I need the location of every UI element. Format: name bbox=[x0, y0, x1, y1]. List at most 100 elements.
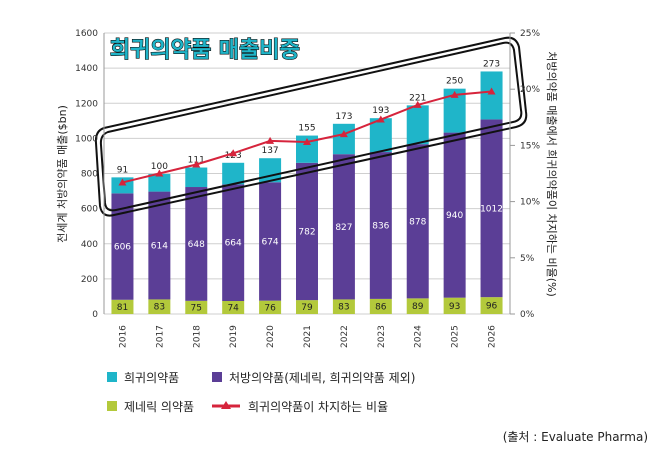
bars: 8160691836141007564811174664123766741377… bbox=[111, 59, 503, 314]
bar-prescription bbox=[369, 152, 392, 299]
bar-value-label: 89 bbox=[412, 302, 424, 312]
bar-generic bbox=[111, 299, 134, 314]
bar-value-label: 100 bbox=[151, 162, 168, 172]
bar-value-label: 91 bbox=[117, 165, 128, 175]
legend-label-prescription: 처방의약품(제네릭, 희귀의약품 제외) bbox=[229, 370, 415, 385]
bar-rare bbox=[369, 118, 392, 153]
bar-value-label: 173 bbox=[335, 112, 352, 122]
ratio-point bbox=[192, 160, 201, 168]
highlight-frame-outer bbox=[94, 36, 528, 217]
ratio-point bbox=[118, 178, 127, 186]
y-right-tick-label: 5% bbox=[520, 254, 535, 264]
x-tick-label: 2022 bbox=[340, 325, 350, 348]
bar-rare bbox=[185, 167, 208, 188]
y-tick-label: 600 bbox=[81, 205, 98, 215]
legend-label-ratio: 희귀의약품이 차지하는 비율 bbox=[248, 399, 388, 414]
bar-value-label: 193 bbox=[372, 106, 389, 116]
y-tick-label: 0 bbox=[92, 310, 98, 320]
x-tick-label: 2017 bbox=[155, 325, 165, 348]
bar-prescription bbox=[332, 154, 355, 300]
bar-rare bbox=[332, 123, 355, 155]
bar-value-label: 221 bbox=[409, 93, 426, 103]
bar-rare bbox=[443, 88, 466, 133]
ratio-line bbox=[118, 87, 496, 186]
y-tick-label: 800 bbox=[81, 170, 98, 180]
bar-value-label: 83 bbox=[154, 303, 165, 313]
y-tick-label: 1400 bbox=[75, 64, 98, 74]
y-axis-title: 전세계 처방의약품 매출($bn) bbox=[55, 105, 69, 243]
x-tick-label: 2019 bbox=[229, 325, 239, 348]
bar-value-label: 86 bbox=[375, 302, 387, 312]
legend-swatch-rare bbox=[107, 372, 117, 382]
bar-value-label: 74 bbox=[227, 304, 239, 314]
bar-rare bbox=[406, 105, 429, 145]
ratio-point bbox=[413, 100, 422, 108]
bar-value-label: 664 bbox=[225, 239, 242, 249]
bar-generic bbox=[406, 298, 429, 314]
x-tick-label: 2025 bbox=[451, 325, 461, 348]
x-tick-label: 2018 bbox=[192, 325, 202, 348]
legend: 희귀의약품 처방의약품(제네릭, 희귀의약품 제외) 제네릭 의약품 희귀의약품… bbox=[107, 370, 415, 414]
bar-prescription bbox=[296, 162, 318, 301]
y-tick-label: 400 bbox=[81, 240, 98, 250]
bar-generic bbox=[332, 299, 355, 314]
y-right-tick-label: 15% bbox=[520, 141, 540, 151]
bar-rare bbox=[222, 162, 245, 185]
bar-rare bbox=[480, 71, 503, 120]
bar-prescription bbox=[148, 191, 171, 300]
bar-prescription bbox=[480, 119, 503, 298]
ratio-point bbox=[303, 138, 311, 146]
legend-label-rare: 희귀의약품 bbox=[124, 370, 179, 385]
ratio-point bbox=[450, 90, 459, 98]
highlight-frame-inner bbox=[99, 41, 523, 212]
chart-title: 희귀의약품 매출비중 bbox=[110, 38, 300, 63]
legend-marker-ratio bbox=[221, 401, 231, 409]
x-tick-label: 2016 bbox=[118, 325, 128, 348]
bar-value-label: 940 bbox=[446, 211, 463, 221]
x-tick-label: 2026 bbox=[488, 325, 498, 348]
bar-value-label: 75 bbox=[191, 303, 202, 313]
bar-generic bbox=[185, 300, 208, 314]
y-right-tick-label: 10% bbox=[520, 198, 540, 208]
bar-generic bbox=[369, 298, 392, 314]
x-axis: 2016 2017 2018 2019 2020 2021 2022 2023 2024 2025… bbox=[118, 325, 497, 348]
bar-generic bbox=[480, 297, 503, 314]
bar-prescription bbox=[111, 193, 134, 300]
ratio-point bbox=[266, 136, 275, 144]
ratio-point bbox=[229, 149, 238, 157]
bar-prescription bbox=[443, 132, 466, 298]
bar-value-label: 614 bbox=[151, 242, 168, 252]
x-tick-label: 2020 bbox=[266, 325, 276, 348]
bar-value-label: 674 bbox=[261, 237, 278, 247]
x-tick-label: 2023 bbox=[377, 325, 387, 348]
y-axis-right-title: 처방의약품 매출에서 희귀의약품이 차지하는 비율(%) bbox=[545, 51, 559, 297]
bar-value-label: 827 bbox=[335, 223, 352, 233]
bar-prescription bbox=[185, 187, 208, 301]
y-right-tick-label: 0% bbox=[520, 310, 535, 320]
ratio-point bbox=[155, 169, 164, 177]
bar-generic bbox=[296, 300, 318, 314]
bar-value-label: 648 bbox=[188, 240, 205, 250]
bar-value-label: 836 bbox=[372, 221, 389, 231]
bar-value-label: 606 bbox=[114, 243, 131, 253]
y-tick-label: 1200 bbox=[75, 99, 98, 109]
bar-value-label: 273 bbox=[483, 59, 500, 69]
y-axis-right: 0% 5% 10% 15% 20% 25% bbox=[509, 29, 540, 320]
x-tick-label: 2021 bbox=[303, 325, 313, 348]
bar-value-label: 96 bbox=[486, 302, 498, 312]
bar-value-label: 76 bbox=[264, 303, 276, 313]
ratio-point bbox=[376, 115, 385, 123]
legend-label-generic: 제네릭 의약품 bbox=[124, 399, 194, 414]
source-note: (출처 : Evaluate Pharma) bbox=[503, 430, 648, 444]
y-tick-label: 200 bbox=[81, 275, 98, 285]
bar-value-label: 93 bbox=[449, 302, 460, 312]
bar-value-label: 782 bbox=[298, 227, 315, 237]
x-tick-label: 2024 bbox=[414, 325, 424, 348]
bar-value-label: 81 bbox=[117, 303, 128, 313]
bar-value-label: 137 bbox=[261, 146, 278, 156]
bar-value-label: 79 bbox=[301, 303, 313, 313]
legend-swatch-prescription bbox=[212, 372, 222, 382]
y-right-tick-label: 20% bbox=[520, 85, 540, 95]
bar-generic bbox=[148, 299, 171, 314]
